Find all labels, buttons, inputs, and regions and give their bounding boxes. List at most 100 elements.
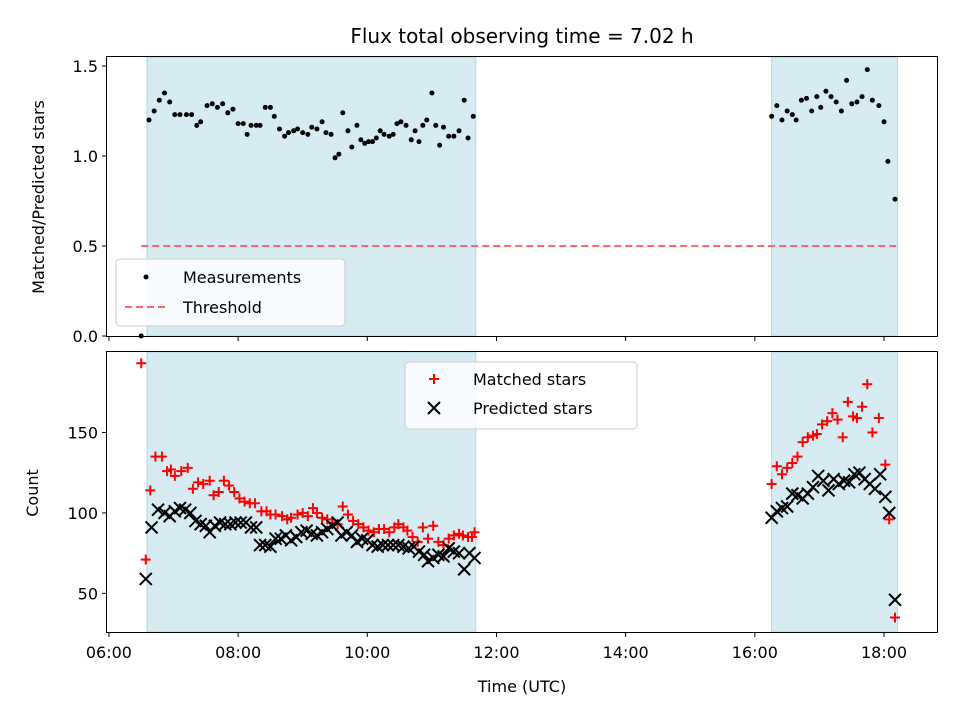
matched-star-point bbox=[428, 520, 439, 531]
measurement-point bbox=[336, 151, 342, 157]
measurement-point bbox=[314, 126, 320, 132]
measurement-point bbox=[291, 128, 297, 134]
measurement-point bbox=[408, 137, 414, 143]
legend-threshold-label: Threshold bbox=[182, 298, 262, 317]
shaded-interval bbox=[771, 56, 899, 337]
measurement-point bbox=[194, 122, 200, 128]
measurement-point bbox=[209, 101, 215, 107]
measurement-point bbox=[424, 117, 430, 123]
measurement-points bbox=[138, 67, 898, 339]
matched-star-point bbox=[182, 462, 193, 473]
matched-star-point bbox=[469, 527, 480, 538]
x-tick-label: 16:00 bbox=[732, 643, 778, 662]
matched-star-point bbox=[448, 530, 459, 541]
measurement-point bbox=[823, 88, 829, 94]
y-tick-label: 0.5 bbox=[73, 237, 98, 256]
matched-star-point bbox=[384, 527, 395, 538]
predicted-star-point bbox=[228, 515, 243, 530]
top-legend-box bbox=[115, 258, 346, 327]
measurement-point bbox=[282, 133, 288, 139]
measurement-point bbox=[198, 119, 204, 125]
matched-star-point bbox=[368, 527, 379, 538]
matched-star-point bbox=[358, 522, 369, 533]
top-plot-frame bbox=[106, 56, 938, 337]
top-y-axis-label: Matched/Predicted stars bbox=[29, 100, 48, 294]
matched-star-point bbox=[402, 525, 413, 536]
predicted-star-point bbox=[873, 467, 887, 482]
predicted-star-point bbox=[780, 499, 794, 514]
bottom-y-axis-label: Count bbox=[23, 469, 42, 517]
measurement-point bbox=[366, 139, 372, 145]
measurement-point bbox=[818, 104, 824, 110]
matched-star-point bbox=[851, 412, 862, 423]
predicted-star-point bbox=[878, 490, 893, 504]
measurement-point bbox=[381, 131, 387, 137]
measurement-point bbox=[244, 131, 250, 137]
measurement-point bbox=[267, 104, 273, 110]
matched-star-point bbox=[837, 432, 848, 443]
measurement-point bbox=[177, 112, 183, 118]
measurement-point bbox=[328, 131, 334, 137]
matched-star-point bbox=[433, 536, 444, 547]
measurement-point bbox=[769, 113, 775, 119]
x-tick-label: 06:00 bbox=[86, 643, 132, 662]
measurement-point bbox=[403, 122, 409, 128]
measurement-point bbox=[451, 133, 457, 139]
measurement-point bbox=[167, 99, 173, 105]
measurement-point bbox=[446, 133, 452, 139]
measurement-point bbox=[345, 128, 351, 134]
measurement-point bbox=[798, 97, 804, 103]
measurement-point bbox=[183, 112, 189, 118]
y-tick-label: 150 bbox=[67, 423, 98, 442]
predicted-star-point bbox=[457, 562, 471, 576]
top-legend: Measurements Threshold bbox=[115, 258, 346, 327]
measurement-point bbox=[349, 144, 355, 150]
measurement-point bbox=[892, 196, 898, 202]
matched-star-point bbox=[867, 427, 878, 438]
predicted-star-point bbox=[183, 506, 198, 520]
measurement-point bbox=[386, 133, 392, 139]
measurement-point bbox=[789, 112, 795, 118]
matched-star-point bbox=[234, 493, 245, 504]
measurement-point bbox=[774, 103, 780, 109]
matched-star-point bbox=[443, 533, 454, 544]
matched-star-point bbox=[393, 519, 404, 530]
measurement-point bbox=[286, 130, 292, 136]
matched-star-point bbox=[277, 511, 288, 522]
measurement-point bbox=[838, 108, 844, 114]
matched-star-point bbox=[136, 358, 147, 369]
predicted-star-point bbox=[144, 520, 159, 535]
matched-star-point bbox=[802, 432, 813, 443]
bottom-legend: Matched stars Predicted stars bbox=[404, 361, 638, 430]
measurement-point bbox=[276, 126, 282, 132]
predicted-star-point bbox=[376, 538, 390, 552]
measurement-point bbox=[369, 139, 375, 145]
measurement-point bbox=[779, 117, 785, 123]
matched-star-point bbox=[457, 530, 468, 541]
measurement-point bbox=[416, 139, 422, 145]
predicted-star-point bbox=[868, 482, 882, 496]
y-tick-label: 100 bbox=[67, 504, 98, 523]
measurement-point bbox=[809, 108, 815, 114]
matched-star-point bbox=[379, 524, 390, 535]
measurement-point bbox=[373, 135, 379, 141]
y-tick-label: 50 bbox=[78, 584, 98, 603]
matched-star-point bbox=[873, 412, 884, 423]
measurement-point bbox=[300, 130, 306, 136]
legend-matched-marker bbox=[429, 374, 439, 384]
predicted-star-point bbox=[467, 551, 482, 565]
measurement-point bbox=[214, 104, 220, 110]
matched-star-point bbox=[145, 485, 156, 496]
predicted-star-point bbox=[151, 502, 165, 517]
matched-star-point bbox=[302, 511, 313, 522]
matched-star-point bbox=[363, 525, 374, 536]
measurement-point bbox=[230, 106, 236, 112]
predicted-star-point bbox=[249, 520, 263, 535]
measurement-point bbox=[844, 77, 850, 83]
measurement-point bbox=[412, 128, 418, 134]
measurement-point bbox=[172, 112, 178, 118]
measurement-point bbox=[319, 119, 325, 125]
matched-star-point bbox=[817, 419, 828, 430]
matched-star-point bbox=[771, 461, 782, 472]
